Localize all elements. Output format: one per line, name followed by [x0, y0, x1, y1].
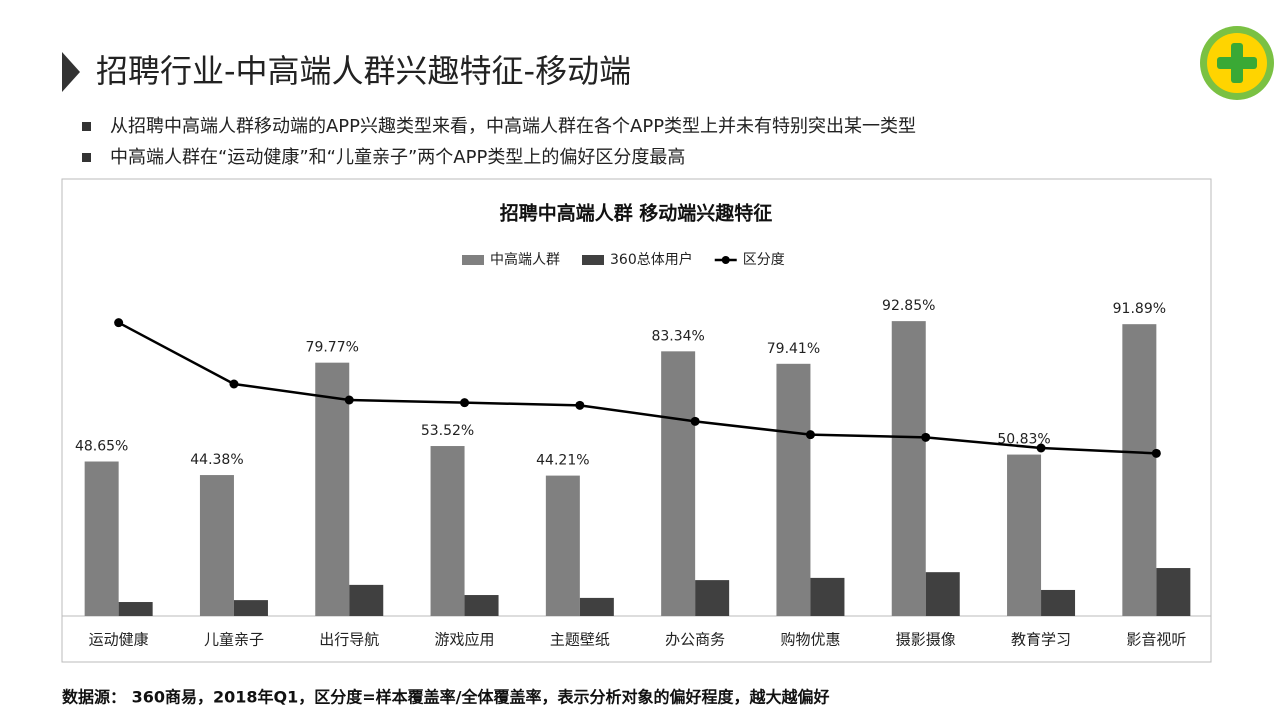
bar [891, 321, 926, 616]
bar [84, 461, 119, 616]
bar [430, 446, 465, 616]
bar [315, 362, 350, 616]
line-point [460, 398, 470, 408]
legend-label: 区分度 [743, 252, 785, 268]
data-label: 50.83% [997, 432, 1050, 448]
data-label: 53.52% [421, 423, 474, 439]
chart-title: 招聘中高端人群 移动端兴趣特征 [500, 202, 773, 225]
title-arrow [62, 52, 80, 92]
line-point [229, 379, 239, 389]
logo [1200, 26, 1274, 100]
x-tick-label: 游戏应用 [435, 631, 495, 649]
data-label: 79.77% [306, 340, 359, 356]
x-tick-label: 教育学习 [1011, 631, 1071, 649]
bullet-marker [82, 153, 91, 162]
data-label: 91.89% [1113, 301, 1166, 317]
line-point [1151, 448, 1161, 458]
bar [1007, 454, 1042, 616]
data-label: 48.65% [75, 438, 128, 454]
legend-swatch [582, 255, 604, 265]
bar [199, 475, 234, 616]
data-label: 44.38% [190, 452, 243, 468]
line-point [805, 430, 815, 440]
x-tick-label: 儿童亲子 [204, 631, 264, 649]
line [118, 321, 1157, 455]
bar [1041, 589, 1076, 616]
line-point [344, 395, 354, 405]
bullet: 中高端人群在“运动健康”和“儿童亲子”两个APP类型上的偏好区分度最高 [110, 147, 685, 168]
data-label: 83.34% [651, 328, 704, 344]
bar [464, 595, 499, 616]
line-point [690, 416, 700, 426]
x-tick-label: 运动健康 [89, 631, 149, 649]
bar [579, 597, 614, 616]
bar [233, 600, 268, 616]
x-tick-label: 摄影摄像 [896, 631, 956, 649]
footer-note: 数据源： 360商易，2018年Q1，区分度=样本覆盖率/全体覆盖率，表示分析对… [62, 688, 830, 707]
bar [1156, 568, 1191, 616]
legend-swatch [462, 255, 484, 265]
bullet: 从招聘中高端人群移动端的APP兴趣类型来看，中高端人群在各个APP类型上并未有特… [110, 116, 916, 137]
bar [1122, 324, 1157, 616]
legend-label: 中高端人群 [490, 251, 560, 268]
data-label: 79.41% [767, 341, 820, 357]
bullet-marker [82, 122, 91, 131]
bar [661, 351, 696, 616]
legend-label: 360总体用户 [610, 251, 693, 268]
data-label: 44.21% [536, 453, 589, 469]
x-tick-label: 主题壁纸 [550, 631, 610, 649]
legend-marker [721, 256, 730, 264]
bar [349, 584, 384, 616]
bar [118, 602, 153, 616]
x-tick-label: 出行导航 [319, 631, 379, 649]
bar [776, 363, 811, 616]
line-point [921, 432, 931, 442]
data-label: 92.85% [882, 298, 935, 314]
x-tick-label: 影音视听 [1126, 631, 1186, 649]
line-point [114, 318, 124, 328]
bar [925, 572, 960, 616]
x-tick-label: 办公商务 [665, 631, 725, 649]
bar [810, 577, 845, 616]
bar [545, 475, 580, 616]
line-point [575, 400, 585, 410]
line-point [1036, 443, 1046, 453]
bar [695, 580, 730, 616]
x-tick-label: 购物优惠 [780, 631, 840, 649]
slide-title: 招聘行业-中高端人群兴趣特征-移动端 [96, 52, 631, 90]
